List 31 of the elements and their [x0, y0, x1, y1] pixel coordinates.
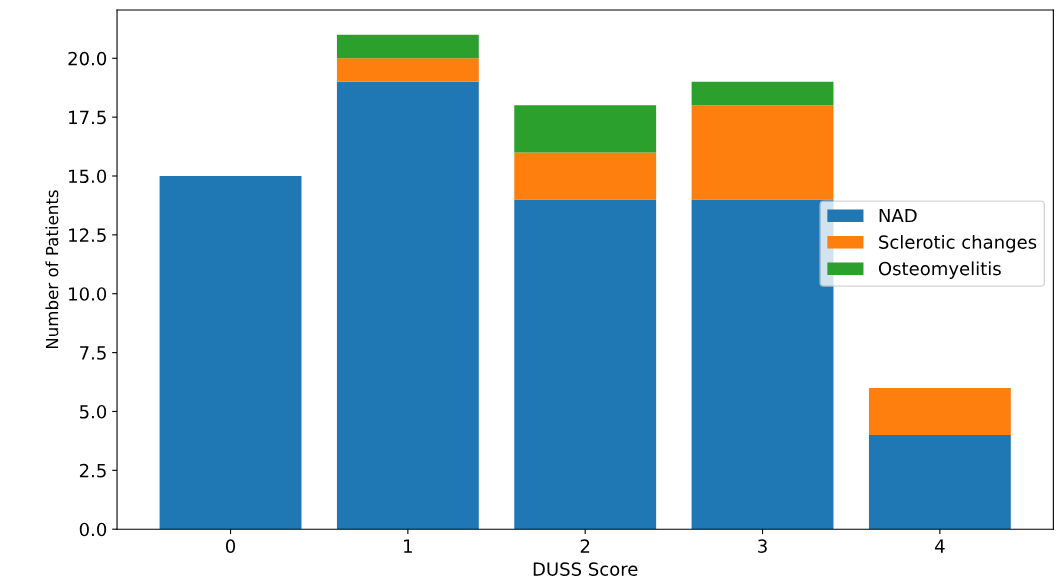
y-tick-label: 12.5 — [69, 228, 106, 242]
bar — [691, 199, 834, 530]
bar — [868, 387, 1011, 436]
y-tick-label: 5.0 — [80, 404, 107, 419]
y-tick-label: 2.5 — [79, 463, 106, 478]
bar — [514, 105, 657, 153]
y-tick-label: 20.0 — [68, 51, 107, 66]
x-tick-label: 0 — [225, 539, 236, 553]
x-axis-title: DUSS Score — [533, 562, 638, 576]
x-tick-label: 1 — [404, 539, 412, 553]
bar — [514, 199, 657, 530]
y-tick-label: 17.5 — [69, 110, 106, 125]
y-tick-label: 10.0 — [69, 287, 107, 301]
bar — [868, 435, 1011, 530]
bar — [336, 34, 479, 59]
x-tick-label: 3 — [758, 539, 767, 553]
bar — [336, 58, 479, 82]
legend-label: Sclerotic changes — [879, 234, 1037, 253]
legend-label: Osteomyelitis — [878, 261, 1001, 279]
bar — [691, 105, 834, 200]
bar — [159, 176, 302, 530]
bar — [691, 81, 834, 106]
y-axis-title: Number of Patients — [45, 190, 59, 349]
x-tick-label: 2 — [580, 539, 590, 553]
bar — [514, 152, 657, 200]
bar — [336, 81, 479, 530]
y-tick-label: 15.0 — [69, 169, 107, 184]
legend-label: NAD — [879, 208, 917, 223]
x-tick-label: 4 — [935, 539, 945, 553]
y-tick-label: 7.5 — [80, 346, 106, 360]
y-tick-label: 0.0 — [79, 522, 107, 537]
